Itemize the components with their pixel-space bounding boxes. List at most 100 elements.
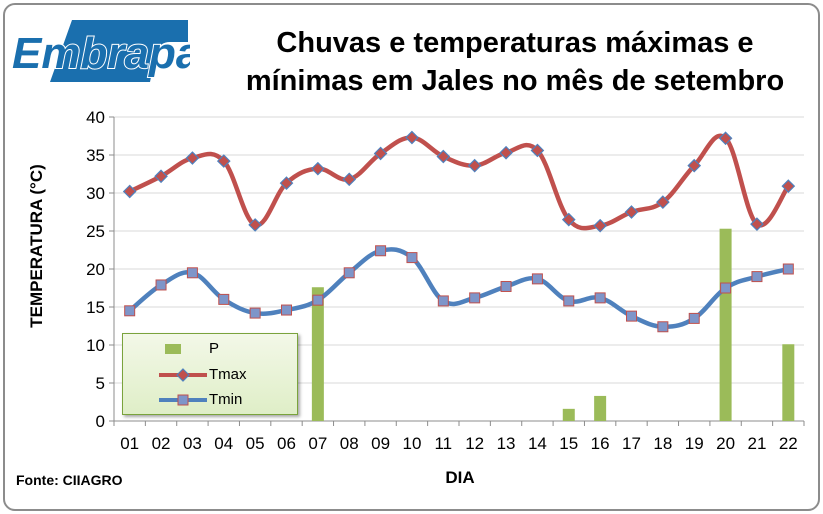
bar-p <box>719 228 732 421</box>
point-tmax <box>750 217 764 232</box>
point-tmin <box>312 294 324 306</box>
point-tmax <box>781 179 796 194</box>
logo-text: Embrapa <box>12 29 190 78</box>
point-tmin <box>500 280 512 292</box>
point-tmin <box>406 252 418 264</box>
bar-p <box>562 408 575 421</box>
point-tmax <box>561 212 576 227</box>
line-tmin <box>128 247 789 330</box>
point-tmin <box>594 292 606 304</box>
x-tick-label: 20 <box>716 434 735 453</box>
legend-label-tmax: Tmax <box>209 366 247 383</box>
y-axis-label: TEMPERATURA (°C) <box>27 164 46 328</box>
point-tmax <box>216 154 231 168</box>
title-line-1: Chuvas e temperaturas máximas e <box>276 27 754 59</box>
point-tmax <box>467 158 482 173</box>
y-tick-label: 15 <box>86 298 105 317</box>
embrapa-logo: Embrapa <box>10 18 201 82</box>
x-tick-label: 01 <box>120 434 139 453</box>
point-tmin <box>124 305 136 317</box>
x-tick-label: 04 <box>214 434 233 453</box>
point-tmin <box>437 295 449 307</box>
point-tmin <box>249 307 261 319</box>
point-tmin <box>751 271 763 283</box>
x-tick-label: 05 <box>246 434 265 453</box>
y-tick-label: 30 <box>86 184 105 203</box>
bar-p <box>782 344 795 421</box>
point-tmax <box>185 151 200 165</box>
point-tmax <box>373 146 388 161</box>
point-tmax <box>342 172 357 187</box>
y-tick-label: 5 <box>96 374 105 393</box>
x-tick-label: 15 <box>559 434 578 453</box>
point-tmax <box>624 205 639 219</box>
x-tick-label: 19 <box>685 434 704 453</box>
x-tick-label: 13 <box>497 434 516 453</box>
x-tick-label: 16 <box>591 434 610 453</box>
x-tick-label: 07 <box>308 434 327 453</box>
point-tmax <box>436 149 451 164</box>
x-tick-label: 08 <box>340 434 359 453</box>
point-tmin <box>281 304 292 316</box>
point-tmin <box>720 282 732 294</box>
legend-swatch-p <box>165 344 181 354</box>
point-tmin <box>155 279 167 291</box>
y-tick-label: 10 <box>86 336 105 355</box>
x-tick-label: 22 <box>779 434 798 453</box>
title-line-2: mínimas em Jales no mês de setembro <box>245 65 785 97</box>
point-tmin <box>343 267 355 279</box>
legend-label-p: P <box>209 340 220 357</box>
point-tmax <box>499 145 513 160</box>
x-tick-label: 17 <box>622 434 641 453</box>
point-tmin <box>218 293 230 305</box>
y-tick-label: 25 <box>86 222 105 241</box>
point-tmin <box>782 263 794 275</box>
point-tmin <box>657 321 669 333</box>
line-tmax <box>128 133 791 231</box>
y-tick-label: 35 <box>86 146 105 165</box>
point-tmin <box>375 245 387 257</box>
point-tmax <box>687 158 702 173</box>
point-tmin <box>469 292 481 304</box>
point-tmax <box>122 184 137 199</box>
bar-p <box>311 287 324 421</box>
point-tmax <box>593 218 607 233</box>
point-tmax <box>279 176 294 190</box>
point-tmin <box>563 295 575 307</box>
legend-item-tmax: Tmax <box>123 364 297 386</box>
legend-label-tmin: Tmin <box>209 391 243 408</box>
legend-item-tmin: Tmin <box>123 389 297 411</box>
point-tmin <box>531 273 543 285</box>
x-tick-label: 14 <box>528 434 547 453</box>
legend-swatch-tmax <box>159 368 207 382</box>
y-tick-label: 40 <box>86 108 105 127</box>
point-tmax <box>405 130 419 145</box>
x-tick-label: 21 <box>747 434 766 453</box>
chart-title: Chuvas e temperaturas máximas e mínimas … <box>220 24 810 100</box>
point-tmax <box>154 169 168 184</box>
point-tmax <box>718 131 733 146</box>
y-tick-label: 0 <box>96 412 105 431</box>
bar-p <box>594 395 607 421</box>
x-tick-label: 12 <box>465 434 484 453</box>
point-tmin <box>626 310 637 322</box>
x-axis-label: DIA <box>445 468 475 487</box>
y-tick-label: 20 <box>86 260 105 279</box>
x-tick-label: 06 <box>277 434 296 453</box>
source-note: Fonte: CIIAGRO <box>16 472 123 488</box>
x-tick-label: 11 <box>434 434 452 453</box>
point-tmin <box>688 312 700 324</box>
x-tick-label: 09 <box>371 434 390 453</box>
legend-swatch-tmin <box>159 394 207 406</box>
x-tick-label: 02 <box>152 434 171 453</box>
point-tmax <box>248 218 262 232</box>
point-tmin <box>186 267 198 279</box>
x-tick-label: 10 <box>402 434 421 453</box>
x-tick-label: 18 <box>653 434 672 453</box>
point-tmax <box>656 195 670 209</box>
point-tmax <box>530 143 545 158</box>
legend: P Tmax Tmin <box>122 333 298 415</box>
legend-item-p: P <box>123 338 297 360</box>
point-tmax <box>311 161 325 176</box>
